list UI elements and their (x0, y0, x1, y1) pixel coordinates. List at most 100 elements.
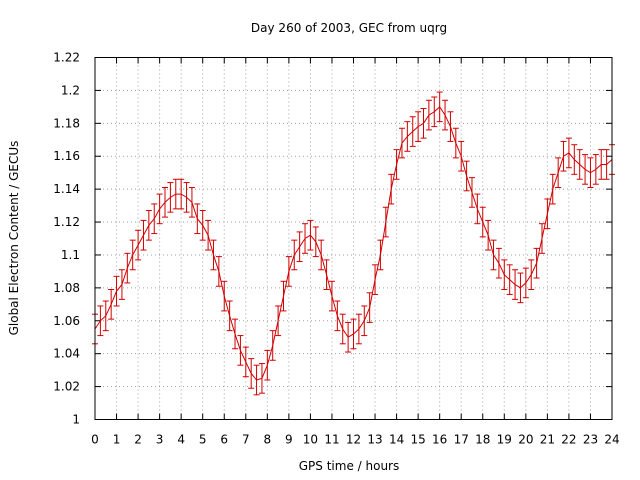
error-bar-point (571, 144, 578, 175)
error-bar-point (226, 300, 233, 332)
error-bar-point (517, 272, 524, 304)
error-bar-point (275, 305, 282, 337)
error-bar-point (302, 223, 309, 254)
error-bar-point (232, 318, 239, 350)
error-bar-point (372, 264, 379, 295)
error-bar-point (382, 206, 389, 238)
error-bar-point (512, 269, 519, 300)
error-bar-point (151, 203, 158, 235)
error-bar-point (221, 280, 228, 312)
error-bar-point (140, 219, 147, 251)
error-bar-point (167, 182, 174, 213)
error-bar-point (560, 140, 567, 172)
x-tick-label: 0 (91, 433, 99, 447)
error-bar-point (388, 173, 395, 205)
error-bar-point (296, 231, 303, 263)
error-bar-point (495, 247, 502, 279)
error-bar-point (307, 219, 314, 251)
y-tick-label: 1.2 (61, 83, 80, 97)
error-bar-point (339, 313, 346, 345)
error-bar-point (404, 121, 411, 152)
error-bar-point (398, 127, 405, 159)
error-bar-point (280, 280, 287, 312)
ticks-layer (94, 57, 613, 420)
error-bar-point (501, 259, 508, 291)
x-tick-label: 2 (134, 433, 142, 447)
chart-title: Day 260 of 2003, GEC from uqrg (251, 21, 447, 35)
y-tick-label: 1.22 (53, 51, 80, 65)
error-bar-point (522, 267, 529, 299)
error-bar-point (447, 111, 454, 142)
y-tick-label: 1.08 (53, 281, 80, 295)
error-bar-point (253, 364, 260, 396)
x-tick-label: 13 (367, 433, 382, 447)
error-bar-point (582, 154, 589, 185)
error-bar-point (258, 363, 265, 394)
series-layer (92, 91, 615, 396)
error-bar-point (172, 178, 179, 210)
plot-frame (94, 57, 613, 420)
error-bar-point (587, 157, 594, 188)
error-bar-point (452, 127, 459, 159)
x-tick-label: 12 (346, 433, 361, 447)
x-tick-label: 17 (454, 433, 469, 447)
error-bar-point (97, 305, 104, 337)
error-bar-point (549, 173, 556, 205)
error-bar-point (215, 256, 222, 287)
error-bar-point (345, 321, 352, 353)
x-tick-label: 1 (113, 433, 121, 447)
error-bar-point (291, 239, 298, 271)
x-tick-label: 6 (220, 433, 228, 447)
error-bar-point (366, 292, 373, 323)
error-bar-point (436, 91, 443, 123)
error-bar-point (458, 140, 465, 172)
x-tick-label: 7 (242, 433, 250, 447)
x-tick-label: 15 (410, 433, 425, 447)
x-tick-label: 3 (156, 433, 164, 447)
error-bar-point (598, 149, 605, 180)
error-bar-point (592, 154, 599, 185)
error-bar-point (442, 99, 449, 131)
x-tick-label: 23 (583, 433, 598, 447)
x-tick-label: 20 (518, 433, 533, 447)
x-tick-labels: 0 1 2 3 4 5 6 7 8 9 10 11 12 13 14 15 16 17 18 19 20 21 22 23 24 (91, 433, 619, 447)
error-bar-point (576, 149, 583, 180)
y-axis-label: Global Electron Content / GECUs (7, 141, 21, 336)
error-bar-point (393, 149, 400, 180)
error-bar-point (463, 160, 470, 192)
y-tick-label: 1.1 (61, 248, 80, 262)
error-bar-point (544, 198, 551, 230)
error-bar-point (355, 313, 362, 345)
y-tick-label: 1.16 (53, 149, 80, 163)
error-bar-point (124, 252, 131, 284)
error-bar-point (156, 193, 163, 225)
error-bar-point (415, 111, 422, 142)
error-bar-point (199, 210, 206, 241)
error-bar-point (565, 137, 572, 169)
error-bar-point (145, 210, 152, 241)
y-tick-label: 1.12 (53, 215, 80, 229)
error-bar-point (248, 358, 255, 389)
x-tick-label: 19 (497, 433, 512, 447)
x-tick-label: 11 (324, 433, 339, 447)
error-bar-point (242, 346, 249, 378)
grid-layer (95, 57, 612, 420)
error-bar-point (102, 300, 109, 332)
y-tick-label: 1.02 (53, 380, 80, 394)
error-bar-point (113, 275, 120, 307)
error-bar-point (425, 99, 432, 131)
error-bar-point (210, 239, 217, 271)
error-bar-point (328, 280, 335, 312)
error-bar-point (377, 239, 384, 271)
x-tick-label: 8 (264, 433, 272, 447)
error-bar-point (485, 219, 492, 251)
x-tick-label: 5 (199, 433, 207, 447)
error-bar-point (312, 226, 319, 258)
y-tick-label: 1.04 (53, 347, 80, 361)
error-bar-point (129, 239, 136, 271)
error-bar-point (323, 259, 330, 291)
error-bar-point (361, 305, 368, 337)
error-bar-point (118, 269, 125, 300)
x-tick-label: 24 (604, 433, 619, 447)
